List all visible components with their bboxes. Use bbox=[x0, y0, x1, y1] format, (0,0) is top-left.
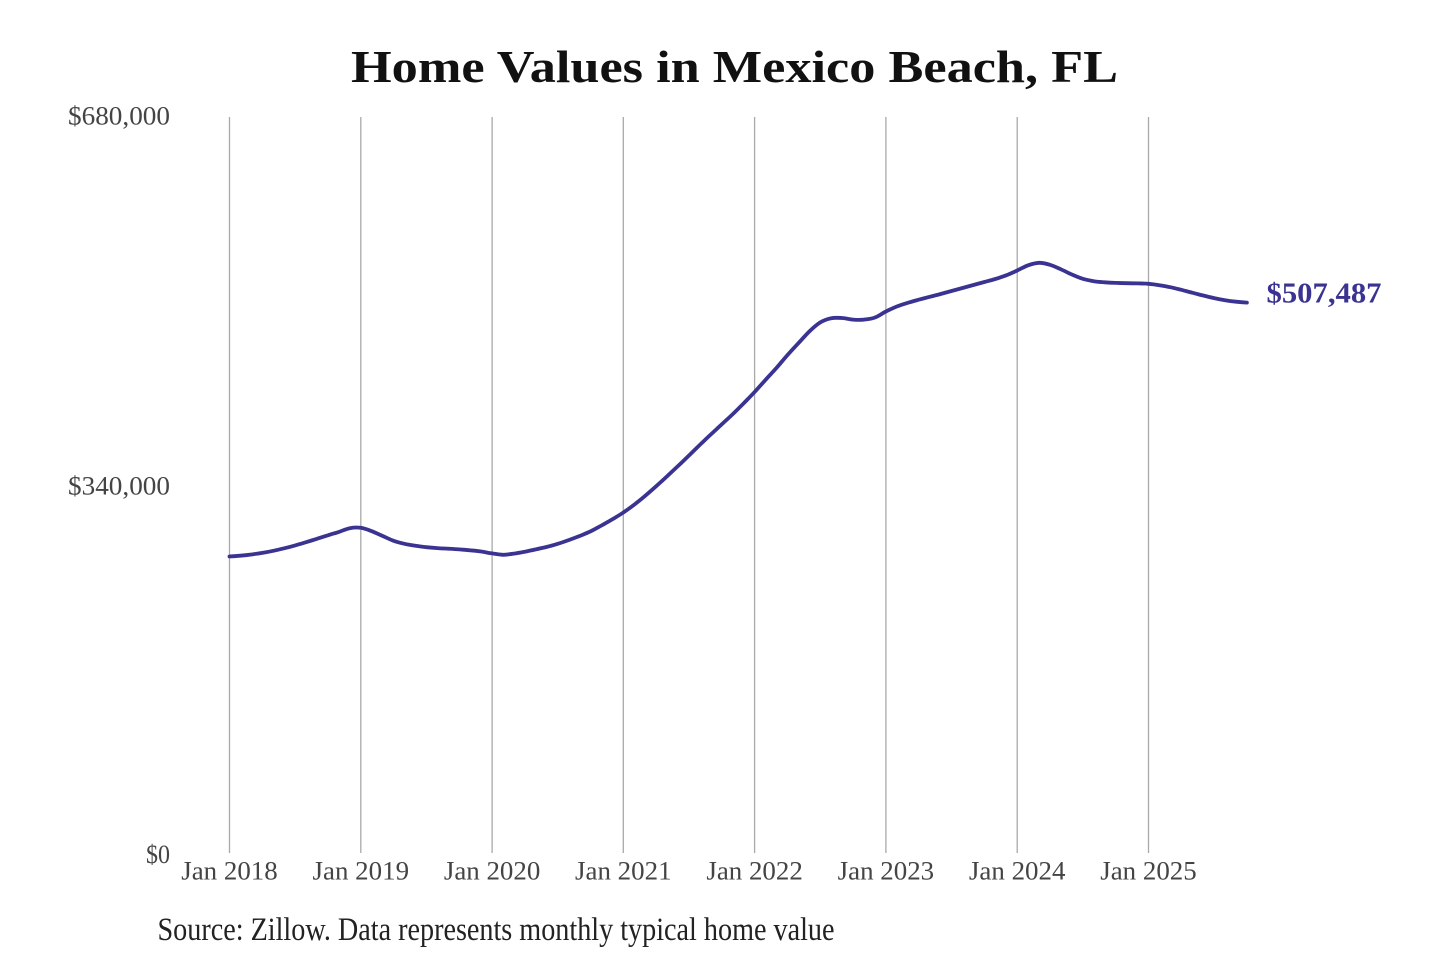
svg-text:Jan 2019: Jan 2019 bbox=[313, 857, 410, 886]
svg-text:Home Values in Mexico Beach, F: Home Values in Mexico Beach, FL bbox=[351, 41, 1118, 92]
svg-text:Jan 2022: Jan 2022 bbox=[706, 857, 803, 886]
svg-text:$340,000: $340,000 bbox=[68, 472, 170, 501]
svg-text:Source: Zillow. Data represent: Source: Zillow. Data represents monthly … bbox=[158, 912, 835, 948]
svg-text:Jan 2025: Jan 2025 bbox=[1100, 857, 1197, 886]
svg-text:$680,000: $680,000 bbox=[68, 101, 170, 130]
svg-text:Jan 2021: Jan 2021 bbox=[575, 857, 672, 886]
svg-text:Jan 2024: Jan 2024 bbox=[969, 857, 1066, 886]
svg-text:$0: $0 bbox=[146, 840, 170, 869]
svg-text:$507,487: $507,487 bbox=[1267, 279, 1382, 310]
svg-text:Jan 2023: Jan 2023 bbox=[838, 857, 935, 886]
svg-text:Jan 2018: Jan 2018 bbox=[181, 857, 278, 886]
svg-text:Jan 2020: Jan 2020 bbox=[444, 857, 541, 886]
